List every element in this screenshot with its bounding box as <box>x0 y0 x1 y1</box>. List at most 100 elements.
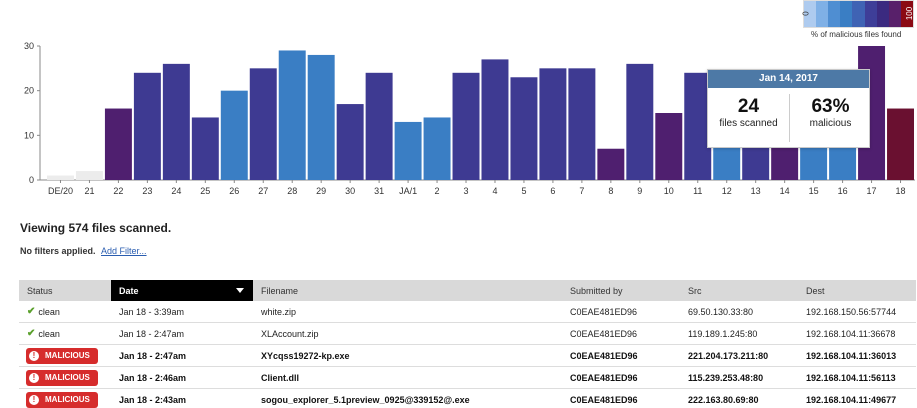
x-tick-label: 29 <box>316 186 326 196</box>
chart-bar[interactable] <box>220 90 248 180</box>
status-label: MALICIOUS <box>45 373 90 382</box>
date-cell: Jan 18 - 2:47am <box>119 350 187 361</box>
check-icon: ✔ <box>27 328 36 339</box>
legend-swatch <box>864 1 877 27</box>
table-row[interactable]: ! MALICIOUS Jan 18 - 2:46am Client.dll C0EAE… <box>19 367 916 389</box>
filters-status: No filters applied. <box>20 246 96 256</box>
status-label: MALICIOUS <box>45 395 90 404</box>
table-row[interactable]: ! MALICIOUS Jan 18 - 2:47am XYcqss19272-kp.… <box>19 345 916 367</box>
src-cell: 222.163.80.69:80 <box>688 394 759 405</box>
dest-cell: 192.168.150.56:57744 <box>806 306 897 317</box>
x-tick-label: 31 <box>374 186 384 196</box>
status-label: clean <box>38 328 60 339</box>
tooltip-files-block: 24 files scanned <box>708 96 789 129</box>
chart-bar[interactable] <box>191 117 219 180</box>
x-tick-label: 25 <box>200 186 210 196</box>
y-tick-label: 20 <box>24 86 34 96</box>
tooltip-date: Jan 14, 2017 <box>708 70 869 88</box>
x-tick-label: DE/20 <box>48 186 73 196</box>
x-tick-label: 28 <box>287 186 297 196</box>
y-tick-label: 0 <box>29 175 34 185</box>
x-tick-label: 23 <box>142 186 152 196</box>
table-row[interactable]: ! MALICIOUS Jan 18 - 2:43am sogou_explorer_… <box>19 389 916 408</box>
legend-swatch <box>900 1 913 27</box>
chart-bar[interactable] <box>47 175 74 180</box>
legend-swatch <box>852 1 865 27</box>
check-icon: ✔ <box>27 306 36 317</box>
tooltip-malicious-label: malicious <box>809 118 852 129</box>
column-header-filename[interactable]: Filename <box>261 285 299 296</box>
src-cell: 69.50.130.33:80 <box>688 306 754 317</box>
chart-bar[interactable] <box>133 72 161 180</box>
x-tick-label: 18 <box>896 186 906 196</box>
status-cell: ✔ clean <box>19 323 111 344</box>
chart-bar[interactable] <box>394 121 422 180</box>
legend-min-label: 0 <box>801 11 811 16</box>
status-cell: ! MALICIOUS <box>19 367 111 388</box>
status-label: MALICIOUS <box>45 351 90 360</box>
x-tick-label: 3 <box>464 186 469 196</box>
x-tick-label: 21 <box>84 186 94 196</box>
chart-bar[interactable] <box>365 72 393 180</box>
chart-bar[interactable] <box>452 72 480 180</box>
x-tick-label: 27 <box>258 186 268 196</box>
chart-bar[interactable] <box>597 148 625 180</box>
add-filter-link[interactable]: Add Filter... <box>101 246 147 256</box>
tooltip-malicious-value: 63% <box>811 96 850 117</box>
submitted-by-cell: C0EAE481ED96 <box>570 372 638 383</box>
column-header-submitted-by[interactable]: Submitted by <box>570 285 623 296</box>
alert-icon: ! <box>29 372 39 383</box>
date-cell: Jan 18 - 3:39am <box>119 306 185 317</box>
chart-bar[interactable] <box>162 63 190 180</box>
chart-bar[interactable] <box>510 77 538 180</box>
chart-bar[interactable] <box>626 63 654 180</box>
submitted-by-cell: C0EAE481ED96 <box>570 350 638 361</box>
x-tick-label: 7 <box>579 186 584 196</box>
dest-cell: 192.168.104.11:36678 <box>806 328 896 339</box>
chart-bar[interactable] <box>568 68 596 180</box>
x-tick-label: 5 <box>521 186 526 196</box>
table-row[interactable]: ✔ clean Jan 18 - 3:39am white.zip C0EAE481ED… <box>19 301 916 323</box>
x-tick-label: 16 <box>838 186 848 196</box>
chart-bar[interactable] <box>278 50 306 180</box>
legend-swatch <box>804 1 817 27</box>
status-cell: ! MALICIOUS <box>19 389 111 408</box>
src-cell: 221.204.173.211:80 <box>688 350 769 361</box>
chart-bar[interactable] <box>655 113 683 180</box>
sort-descending-icon <box>236 288 244 293</box>
chart-bar[interactable] <box>684 72 712 180</box>
y-tick-label: 30 <box>24 41 34 51</box>
column-header-dest[interactable]: Dest <box>806 285 825 296</box>
column-header-status[interactable]: Status <box>27 285 53 296</box>
chart-bar[interactable] <box>539 68 567 180</box>
chart-bar[interactable] <box>336 104 364 180</box>
table-header-row: Status Date Filename Submitted by Src De… <box>19 280 916 301</box>
x-tick-label: 11 <box>693 186 702 196</box>
chart-bar[interactable] <box>887 108 914 180</box>
table-row[interactable]: ✔ clean Jan 18 - 2:47am XLAccount.zip C0EAE4… <box>19 323 916 345</box>
x-tick-label: JA/1 <box>399 186 417 196</box>
column-header-date-label: Date <box>119 285 139 296</box>
x-tick-label: 17 <box>867 186 877 196</box>
chart-bar[interactable] <box>249 68 277 180</box>
x-tick-label: 14 <box>780 186 790 196</box>
x-tick-label: 13 <box>751 186 761 196</box>
chart-bar[interactable] <box>481 59 509 180</box>
malicious-badge: ! MALICIOUS <box>26 347 98 364</box>
status-label: clean <box>38 306 60 317</box>
legend-swatch <box>888 1 901 27</box>
files-table: Status Date Filename Submitted by Src De… <box>19 280 916 408</box>
chart-bar[interactable] <box>307 54 335 180</box>
x-tick-label: 9 <box>637 186 642 196</box>
column-header-date[interactable]: Date <box>111 280 253 301</box>
column-header-src[interactable]: Src <box>688 285 702 296</box>
chart-bar[interactable] <box>423 117 451 180</box>
status-cell: ! MALICIOUS <box>19 345 111 366</box>
date-cell: Jan 18 - 2:47am <box>119 328 185 339</box>
chart-bar[interactable] <box>75 171 103 180</box>
src-cell: 119.189.1.245:80 <box>688 328 758 339</box>
filename-cell: XLAccount.zip <box>261 328 319 339</box>
x-tick-label: 4 <box>492 186 497 196</box>
color-legend: 0 100 % of malicious files found <box>801 0 914 42</box>
chart-bar[interactable] <box>104 108 132 180</box>
